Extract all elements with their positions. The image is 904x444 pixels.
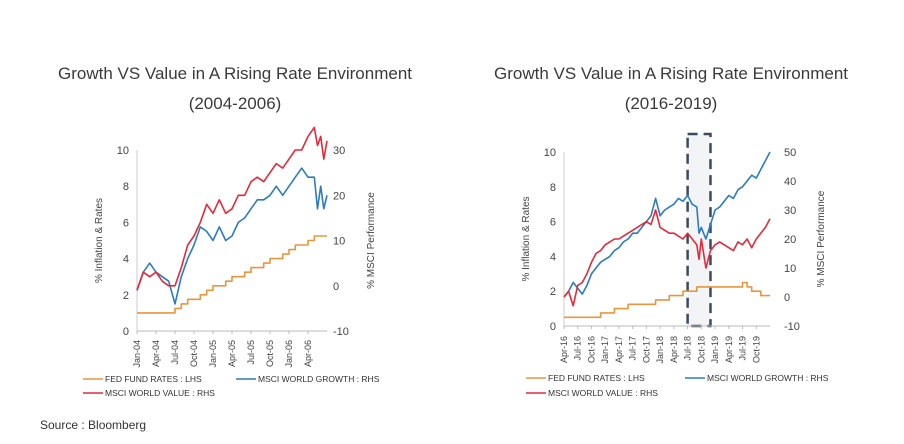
- left-x-tick-label: Jul-04: [170, 340, 180, 365]
- left-left-tick-label: 2: [123, 290, 129, 302]
- right-right-tick-label: 50: [784, 147, 796, 159]
- right-x-tick-label: Oct-16: [586, 336, 596, 363]
- right-right-tick-label: 10: [784, 263, 796, 275]
- left-x-tick-label: Jul-05: [246, 340, 256, 365]
- left-chart: 0 2 4 6 8 10 -10 0 10 20 30 % Inflation & Rates % MS…: [83, 126, 380, 398]
- right-left-tick-label: 10: [544, 147, 556, 159]
- left-right-tick-label: 30: [333, 145, 345, 157]
- right-x-tick-label: Apr-17: [614, 336, 624, 363]
- right-x-tick-label: Oct-19: [751, 336, 761, 363]
- right-x-tick-label: Oct-18: [696, 336, 706, 363]
- right-series-value: [563, 209, 771, 307]
- left-left-tick-label: 0: [123, 326, 129, 338]
- right-chart: 0 2 4 6 8 10 -10 0 10 20 30 40 50 % Inflation & Rates…: [521, 132, 829, 398]
- left-left-tick-label: 10: [117, 145, 129, 157]
- right-y2-axis-label: % MSCI Performance: [816, 190, 827, 287]
- left-chart-title: Growth VS Value in A Rising Rate Environ…: [20, 59, 450, 119]
- left-series-growth: [136, 167, 328, 305]
- right-right-tick-label: 40: [784, 176, 796, 188]
- right-chart-subtitle: (2016-2019): [624, 94, 718, 113]
- left-x-tick-label: Oct-05: [265, 340, 275, 367]
- left-x-tick-label: Apr-05: [227, 340, 237, 367]
- right-right-tick-label: -10: [784, 321, 800, 333]
- right-series-growth: [563, 151, 771, 298]
- right-chart-title-main: Growth VS Value in A Rising Rate Environ…: [493, 64, 849, 83]
- right-left-tick-label: 4: [550, 251, 556, 263]
- right-x-tick-label: Jul-16: [573, 336, 583, 361]
- left-x-tick-label: Jan-04: [132, 340, 142, 368]
- left-chart-subtitle: (2004-2006): [188, 94, 282, 113]
- left-x-tick-label: Apr-04: [151, 340, 161, 367]
- right-legend-label-fed-rates: FED FUND RATES : LHS: [548, 373, 645, 383]
- right-x-tick-label: Apr-18: [669, 336, 679, 363]
- source-note: Source : Bloomberg: [40, 418, 147, 432]
- right-left-tick-label: 8: [550, 182, 556, 194]
- right-x-tick-label: Apr-19: [724, 336, 734, 363]
- right-x-tick-label: Jan-17: [600, 336, 610, 364]
- left-right-tick-label: 20: [333, 190, 345, 202]
- left-left-tick-label: 6: [123, 217, 129, 229]
- right-x-tick-label: Jul-19: [738, 336, 748, 361]
- right-right-tick-label: 0: [784, 292, 790, 304]
- right-legend-label-value: MSCI WORLD VALUE : RHS: [548, 388, 658, 398]
- left-series-fed-rates: [137, 235, 327, 314]
- left-right-tick-label: -10: [333, 326, 349, 338]
- right-x-tick-label: Oct-17: [641, 336, 651, 363]
- left-y-axis-label: % Inflation & Rates: [94, 198, 105, 283]
- right-x-tick-label: Jul-17: [628, 336, 638, 361]
- right-chart-title: Growth VS Value in A Rising Rate Environ…: [456, 59, 886, 119]
- left-legend-label-growth: MSCI WORLD GROWTH : RHS: [258, 374, 380, 384]
- left-chart-title-main: Growth VS Value in A Rising Rate Environ…: [57, 64, 413, 83]
- right-x-tick-label: Jan-19: [710, 336, 720, 364]
- right-right-tick-label: 30: [784, 205, 796, 217]
- right-right-tick-label: 20: [784, 234, 796, 246]
- left-x-tick-label: Oct-04: [189, 340, 199, 367]
- right-series-fed-rates: [564, 281, 770, 319]
- left-right-tick-label: 10: [333, 236, 345, 248]
- right-y-axis-label: % Inflation & Rates: [521, 196, 532, 281]
- left-x-tick-label: Jan-05: [208, 340, 218, 368]
- right-legend-label-growth: MSCI WORLD GROWTH : RHS: [707, 373, 829, 383]
- left-left-tick-label: 8: [123, 181, 129, 193]
- right-left-tick-label: 0: [550, 321, 556, 333]
- right-left-tick-label: 2: [550, 286, 556, 298]
- left-y2-axis-label: % MSCI Performance: [366, 192, 377, 289]
- left-x-tick-label: Apr-06: [303, 340, 313, 367]
- right-x-tick-label: Jul-18: [683, 336, 693, 361]
- left-legend-label-fed-rates: FED FUND RATES : LHS: [105, 374, 202, 384]
- right-left-tick-label: 6: [550, 217, 556, 229]
- right-x-tick-label: Apr-16: [559, 336, 569, 363]
- left-series-value: [136, 126, 328, 291]
- left-legend-label-value: MSCI WORLD VALUE : RHS: [105, 388, 215, 398]
- right-x-tick-label: Jan-18: [655, 336, 665, 364]
- left-left-tick-label: 4: [123, 254, 129, 266]
- left-x-tick-label: Jan-06: [284, 340, 294, 368]
- left-right-tick-label: 0: [333, 281, 339, 293]
